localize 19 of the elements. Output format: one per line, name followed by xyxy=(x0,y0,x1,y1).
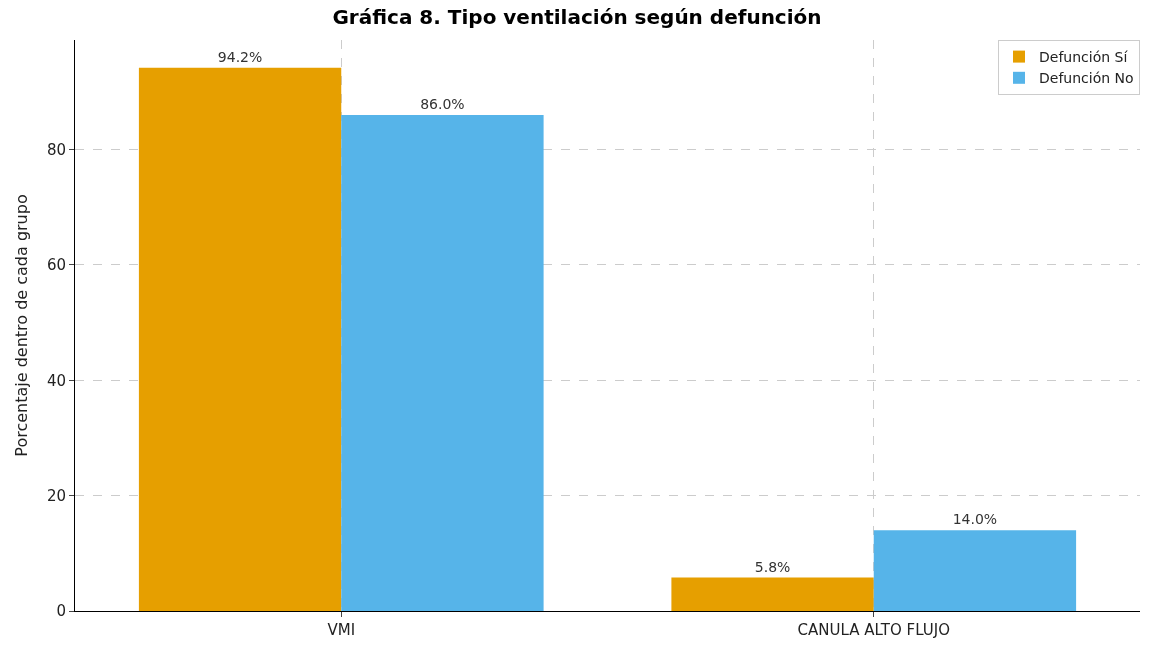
bar xyxy=(671,577,874,611)
bar xyxy=(873,530,1077,611)
y-tick-label: 40 xyxy=(46,371,66,390)
data-label: 14.0% xyxy=(952,511,998,528)
y-tick-label: 20 xyxy=(46,486,66,505)
legend-label: Defunción Sí xyxy=(1039,49,1129,66)
bar xyxy=(341,114,544,611)
data-label: 5.8% xyxy=(754,558,791,575)
chart-title: Gráfica 8. Tipo ventilación según defunción xyxy=(332,4,822,29)
data-label: 94.2% xyxy=(217,48,263,65)
y-tick-label: 0 xyxy=(56,602,66,621)
y-axis-title: Porcentaje dentro de cada grupo xyxy=(11,194,31,457)
legend-label: Defunción No xyxy=(1039,70,1134,87)
data-label: 86.0% xyxy=(420,95,465,112)
x-tick-label: CANULA ALTO FLUJO xyxy=(797,621,950,639)
x-tick-label: VMI xyxy=(327,621,356,639)
y-tick-label: 60 xyxy=(46,256,66,275)
y-tick-label: 80 xyxy=(46,140,66,159)
bar xyxy=(138,67,342,611)
